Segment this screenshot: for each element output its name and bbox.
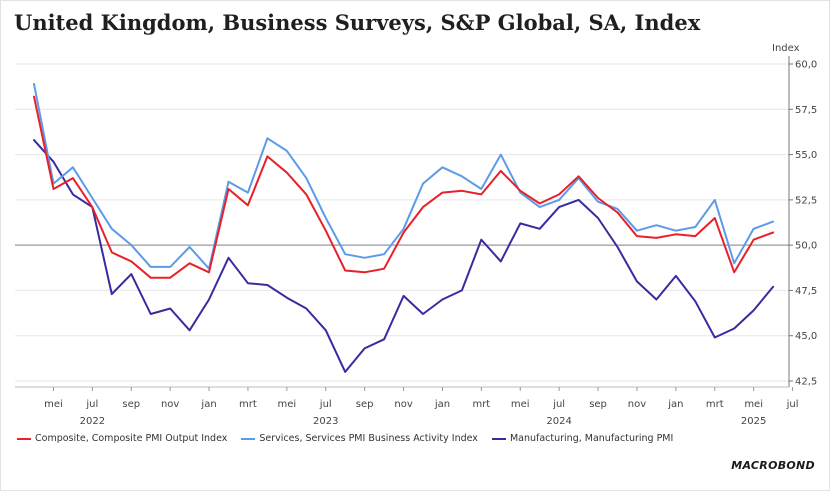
y-tick-label: 55,0	[795, 150, 817, 161]
legend-item-manufacturing: Manufacturing, Manufacturing PMI	[491, 433, 674, 444]
x-tick-label: mrt	[472, 399, 490, 410]
x-year-label: 2022	[80, 416, 105, 427]
grid	[15, 63, 789, 382]
x-tick-label: jan	[667, 399, 683, 410]
series-line-services	[33, 82, 775, 270]
legend-label-composite: Composite, Composite PMI Output Index	[35, 433, 228, 444]
x-tick-label: nov	[161, 399, 179, 410]
x-tick-label: jul	[552, 399, 565, 410]
x-tick-label: sep	[122, 399, 140, 410]
y-tick-label: 57,5	[795, 105, 817, 116]
y-tick-label: 45,0	[795, 331, 817, 342]
x-tick-label: mei	[511, 399, 530, 410]
legend-swatch-composite	[17, 437, 31, 440]
legend-item-services: Services, Services PMI Business Activity…	[241, 433, 478, 444]
x-year-label: 2023	[313, 416, 338, 427]
y-tick-label: 50,0	[795, 241, 817, 252]
x-tick-label: jan	[200, 399, 216, 410]
x-tick-label: sep	[356, 399, 374, 410]
y-tick-label: 47,5	[795, 286, 817, 297]
x-tick-label: jul	[319, 399, 332, 410]
series-line-composite	[33, 95, 775, 279]
x-year-label: 2024	[546, 416, 571, 427]
legend-swatch-services	[241, 437, 256, 440]
x-year-label: 2025	[741, 416, 766, 427]
y-axis-label: Index	[772, 43, 800, 54]
chart-title: United Kingdom, Business Surveys, S&P Gl…	[14, 10, 701, 35]
x-tick-label: mei	[744, 399, 763, 410]
y-tick-label: 52,5	[795, 195, 817, 206]
axes: 60,0 57,5 55,0 52,5 50,0 47,5 45,0 42,5 Index mei…	[15, 43, 817, 427]
x-tick-label: jul	[786, 399, 799, 410]
y-tick-label: 42,5	[795, 377, 817, 388]
x-tick-label: mei	[44, 399, 63, 410]
x-tick-label: mrt	[706, 399, 724, 410]
x-tick-label: jul	[85, 399, 98, 410]
y-tick-label: 60,0	[795, 60, 817, 71]
x-tick-label: mei	[278, 399, 297, 410]
x-tick-label: jan	[434, 399, 450, 410]
legend-item-composite: Composite, Composite PMI Output Index	[17, 433, 227, 444]
brand-logo: MACROBOND	[731, 459, 815, 472]
legend-swatch-manufacturing	[491, 437, 506, 440]
x-tick-label: sep	[589, 399, 607, 410]
series-line-manufacturing	[33, 139, 775, 373]
legend: Composite, Composite PMI Output Index Se…	[17, 433, 681, 444]
x-tick-label: mrt	[239, 399, 257, 410]
x-tick-label: nov	[394, 399, 412, 410]
legend-label-services: Services, Services PMI Business Activity…	[259, 433, 478, 444]
x-tick-label: nov	[628, 399, 646, 410]
legend-label-manufacturing: Manufacturing, Manufacturing PMI	[509, 433, 674, 444]
series	[33, 82, 775, 373]
